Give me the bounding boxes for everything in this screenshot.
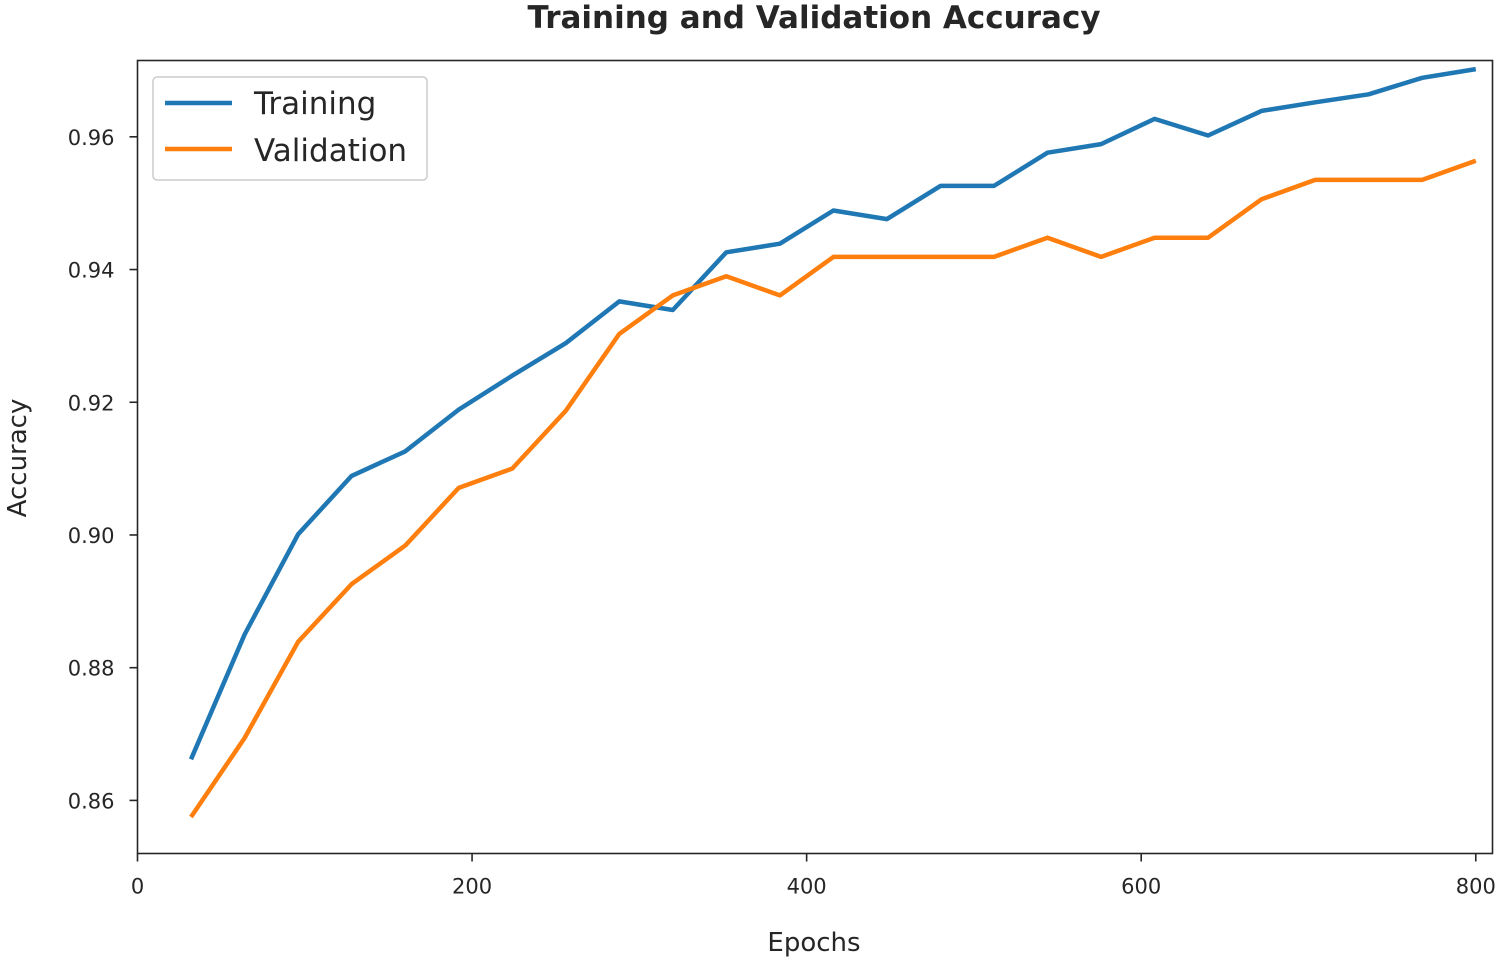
- series-line-validation: [189, 158, 1477, 819]
- x-axis-label: Epochs: [767, 928, 860, 958]
- legend-label-training: Training: [253, 86, 376, 122]
- x-tick-label: 400: [787, 875, 827, 899]
- plot-lines: [188, 66, 1477, 819]
- chart-title: Training and Validation Accuracy: [527, 0, 1100, 36]
- y-tick-label: 0.86: [68, 789, 115, 813]
- y-axis-ticks: 0.86 0.88 0.90 0.92 0.94 0.96: [68, 126, 138, 813]
- y-tick-label: 0.94: [68, 259, 115, 283]
- y-axis-label: Accuracy: [3, 399, 33, 518]
- series-line-training: [188, 66, 1477, 761]
- x-tick-label: 0: [131, 875, 144, 899]
- x-tick-label: 800: [1456, 875, 1496, 899]
- x-axis-ticks: 0 200 400 600 800: [131, 853, 1496, 899]
- plot-frame: [136, 59, 1494, 855]
- legend: Training Validation: [152, 76, 428, 181]
- y-tick-label: 0.96: [68, 126, 115, 150]
- y-tick-label: 0.88: [68, 657, 115, 681]
- y-tick-label: 0.92: [68, 391, 115, 415]
- x-tick-label: 600: [1121, 875, 1161, 899]
- legend-label-validation: Validation: [254, 133, 407, 169]
- y-tick-label: 0.90: [68, 524, 115, 548]
- x-tick-label: 200: [452, 875, 492, 899]
